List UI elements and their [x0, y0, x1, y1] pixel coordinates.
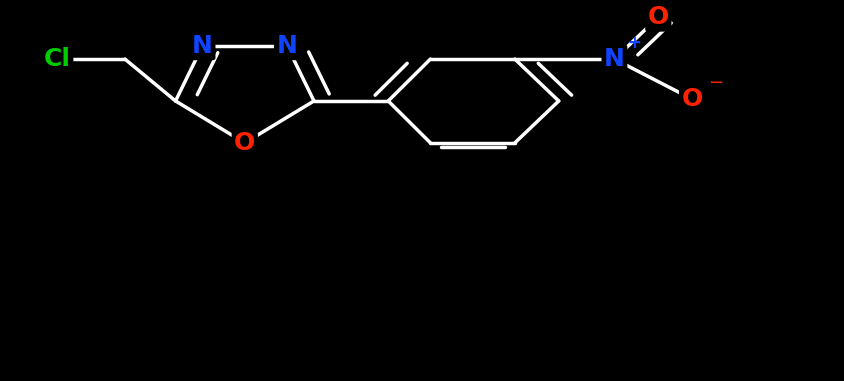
- Text: O: O: [647, 5, 669, 29]
- Text: N: N: [604, 47, 625, 71]
- Text: N: N: [192, 34, 213, 58]
- Text: O: O: [234, 131, 256, 155]
- Text: O: O: [681, 87, 703, 111]
- Text: Cl: Cl: [44, 47, 71, 71]
- Text: O: O: [681, 87, 703, 111]
- Text: −: −: [708, 74, 723, 92]
- Text: +: +: [627, 34, 641, 52]
- Text: O: O: [647, 5, 669, 29]
- Text: N: N: [604, 47, 625, 71]
- Text: Cl: Cl: [44, 47, 71, 71]
- Text: O: O: [234, 131, 256, 155]
- Text: N: N: [192, 34, 213, 58]
- Text: N: N: [277, 34, 297, 58]
- Text: N: N: [277, 34, 297, 58]
